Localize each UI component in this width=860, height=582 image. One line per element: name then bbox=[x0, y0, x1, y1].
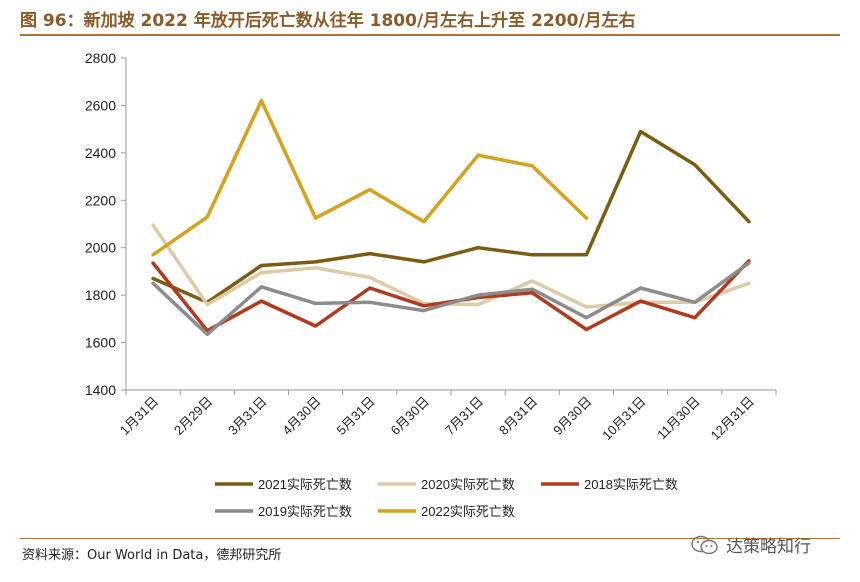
title-divider bbox=[20, 34, 840, 36]
y-tick-label: 2600 bbox=[85, 97, 116, 113]
y-tick-label: 1600 bbox=[85, 335, 116, 351]
legend-label: 2020实际死亡数 bbox=[421, 477, 515, 492]
x-tick-label: 9月30日 bbox=[550, 394, 594, 438]
x-tick-label: 4月30日 bbox=[279, 394, 323, 438]
legend-label: 2022实际死亡数 bbox=[421, 504, 515, 519]
legend-label: 2019实际死亡数 bbox=[258, 504, 352, 519]
watermark-text: 达策略知行 bbox=[726, 537, 811, 557]
legend: 2021实际死亡数 2020实际死亡数 2018实际死亡数 2019实际死亡数 2022… bbox=[215, 477, 678, 519]
series-line bbox=[151, 98, 589, 257]
x-axis: 1月31日 2月29日 3月31日 4月30日 5月31日 6月30日 7月31日 8月31日… bbox=[117, 389, 777, 443]
source-note: 资料来源：Our World in Data，德邦研究所 bbox=[22, 548, 282, 563]
legend-label: 2021实际死亡数 bbox=[258, 477, 352, 492]
series-line bbox=[151, 261, 751, 337]
watermark: 达策略知行 bbox=[690, 532, 811, 557]
wechat-icon bbox=[691, 535, 718, 554]
x-tick-label: 7月31日 bbox=[442, 394, 486, 438]
x-tick-label: 1月31日 bbox=[117, 394, 161, 438]
figure-title: 图 96：新加坡 2022 年放开后死亡数从往年 1800/月左右上升至 220… bbox=[20, 11, 636, 31]
series-lines bbox=[151, 98, 751, 337]
y-tick-label: 2800 bbox=[85, 50, 116, 66]
x-tick-label: 11月30日 bbox=[654, 394, 703, 443]
y-tick-label: 1400 bbox=[85, 382, 116, 398]
y-tick-label: 2400 bbox=[85, 145, 116, 161]
x-tick-label: 8月31日 bbox=[496, 394, 540, 438]
x-tick-label: 6月30日 bbox=[388, 394, 432, 438]
y-axis: 1400 1600 1800 2000 2200 2400 2600 2800 bbox=[85, 50, 127, 398]
x-tick-label: 10月31日 bbox=[599, 394, 648, 443]
y-tick-label: 2200 bbox=[85, 192, 116, 208]
y-tick-label: 2000 bbox=[85, 240, 116, 256]
footer-divider bbox=[20, 538, 840, 539]
legend-label: 2018实际死亡数 bbox=[584, 477, 678, 492]
x-tick-label: 12月31日 bbox=[708, 394, 757, 443]
x-tick-label: 3月31日 bbox=[225, 394, 269, 438]
y-tick-label: 1800 bbox=[85, 287, 116, 303]
line-chart: 1400 1600 1800 2000 2200 2400 2600 2800 1月31日 2月… bbox=[85, 50, 777, 519]
x-tick-label: 5月31日 bbox=[334, 394, 378, 438]
series-line bbox=[151, 259, 751, 333]
x-tick-label: 2月29日 bbox=[171, 394, 215, 438]
series-line bbox=[151, 129, 751, 305]
